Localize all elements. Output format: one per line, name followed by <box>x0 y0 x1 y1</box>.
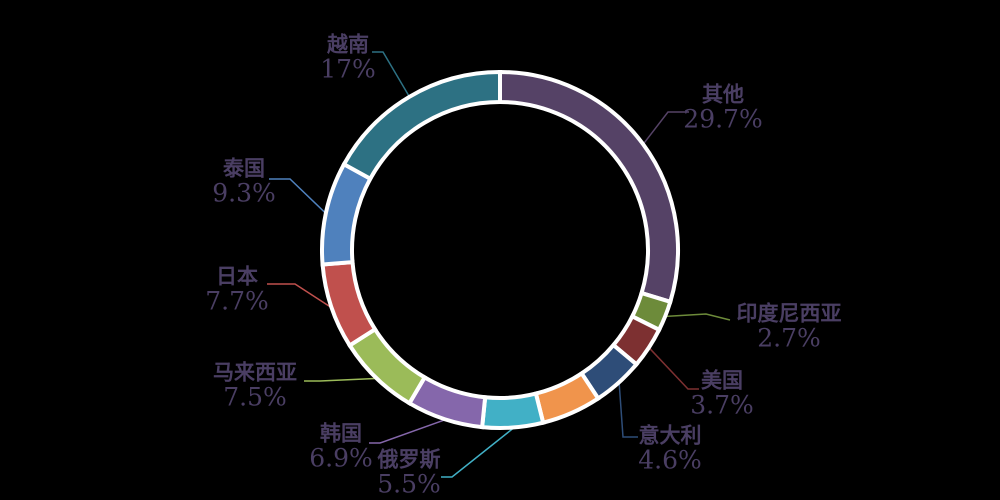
donut-segment-10[interactable] <box>341 69 502 182</box>
leader-line-6 <box>369 419 445 444</box>
leader-line-0 <box>643 111 689 144</box>
donut-segment-4[interactable] <box>533 370 601 426</box>
leader-line-2 <box>649 347 699 390</box>
leader-line-7 <box>304 377 376 382</box>
leader-line-1 <box>666 313 731 321</box>
donut-segment-5[interactable] <box>479 391 546 430</box>
donut-segment-8[interactable] <box>320 259 378 349</box>
leader-line-9 <box>269 178 326 214</box>
leader-line-5 <box>441 427 514 478</box>
donut-segment-0[interactable] <box>498 69 680 305</box>
leader-line-8 <box>267 283 331 308</box>
donut-segment-9[interactable] <box>320 161 374 267</box>
leader-line-3 <box>618 383 638 438</box>
leader-line-10 <box>372 51 410 97</box>
